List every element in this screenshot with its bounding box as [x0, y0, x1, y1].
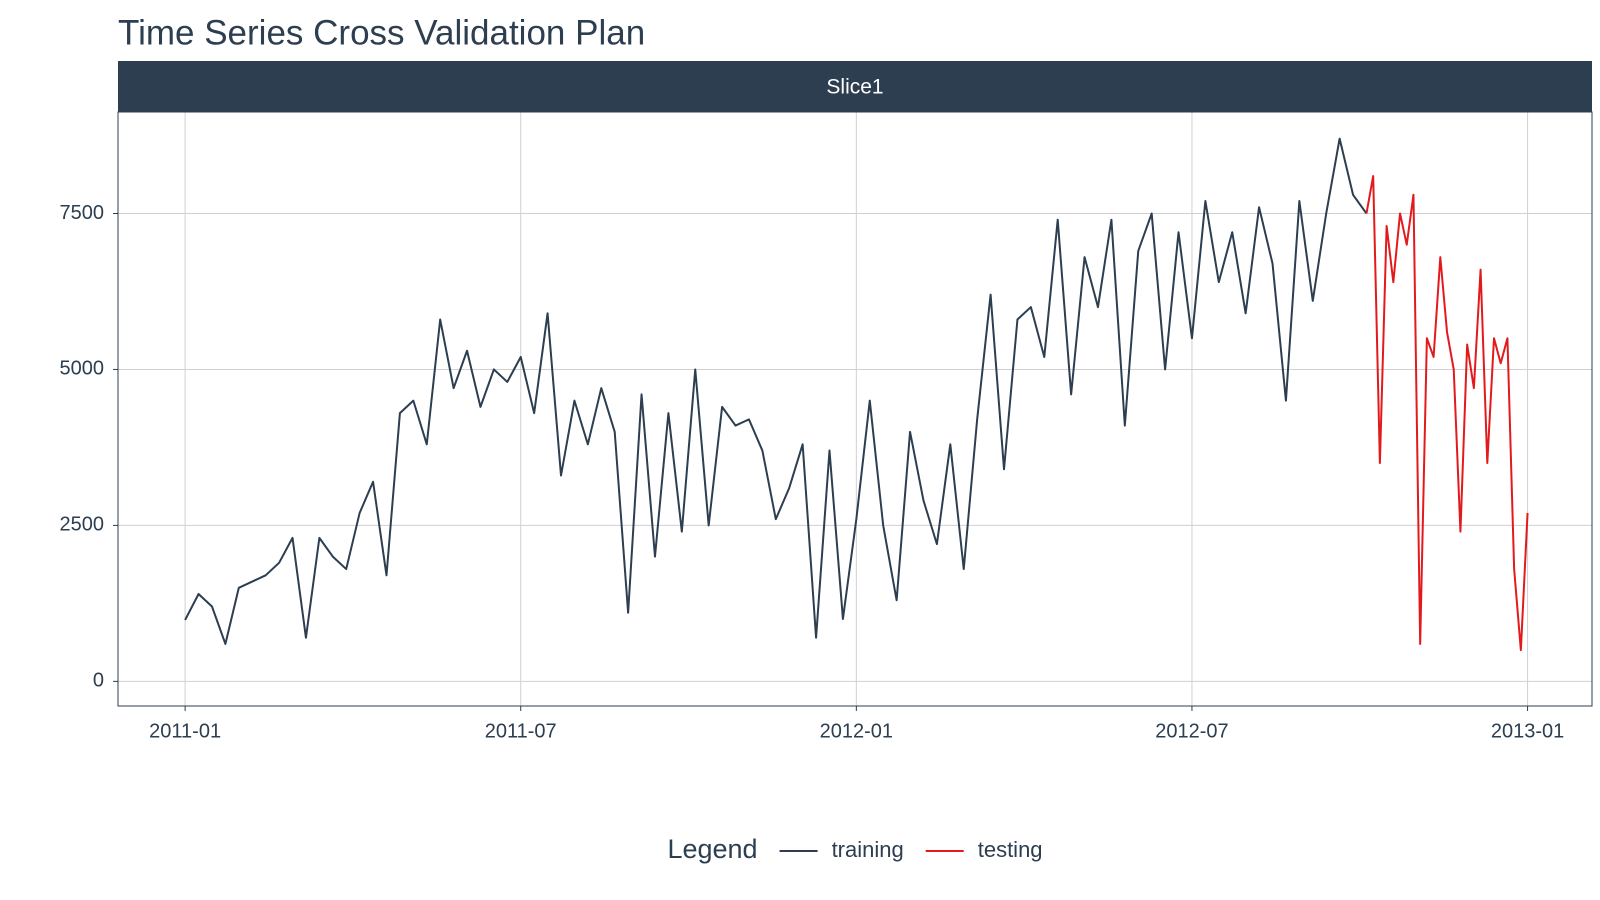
x-tick-label: 2012-01	[820, 720, 893, 742]
y-tick-label: 7500	[60, 202, 105, 224]
legend: Legend training testing	[667, 834, 1042, 864]
panel-border	[117, 111, 1593, 707]
series-line	[184, 137, 1368, 645]
y-tick-label: 0	[93, 670, 104, 692]
x-tick-label: 2013-01	[1491, 720, 1564, 742]
x-tick-label: 2012-07	[1155, 720, 1228, 742]
grid	[118, 112, 1592, 706]
facet-label: Slice1	[826, 76, 883, 99]
chart-title: Time Series Cross Validation Plan	[118, 13, 645, 52]
legend-label: testing	[978, 837, 1043, 862]
plot-area	[184, 137, 1529, 652]
x-tick-label: 2011-01	[149, 720, 221, 742]
legend-title: Legend	[667, 834, 757, 864]
y-tick-label: 5000	[60, 358, 105, 380]
facet-strip	[118, 61, 1592, 112]
x-tick-label: 2011-07	[485, 720, 557, 742]
legend-label: training	[832, 837, 904, 862]
y-tick-label: 2500	[60, 514, 105, 536]
series-line	[1365, 175, 1529, 652]
